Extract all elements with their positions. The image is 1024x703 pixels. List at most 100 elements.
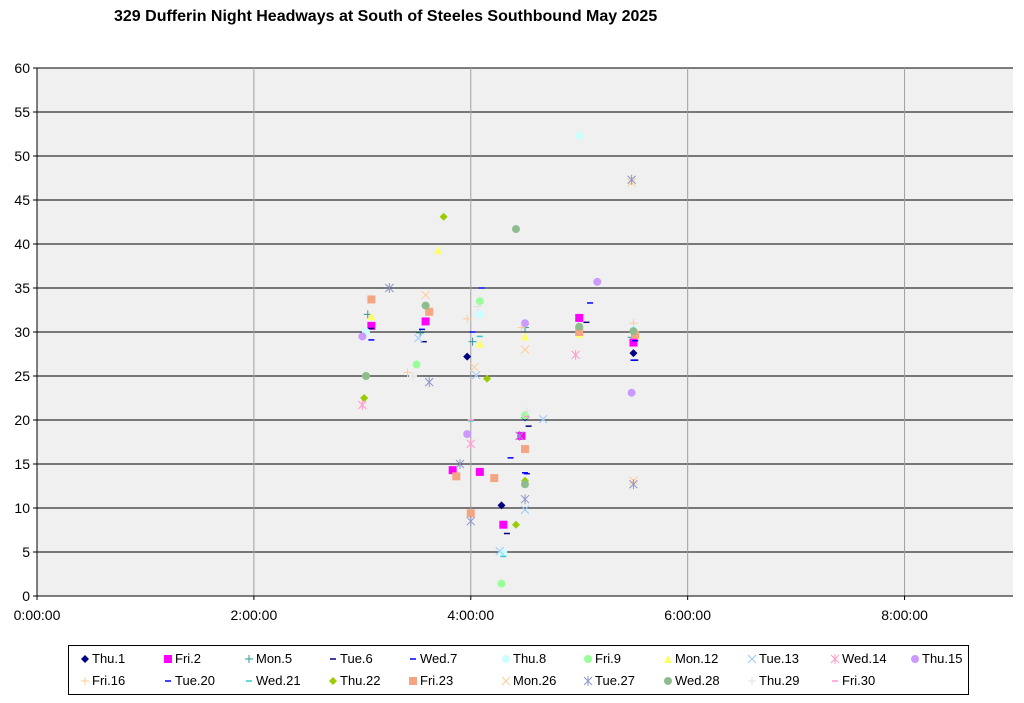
data-point (466, 516, 476, 527)
legend-label: Tue.20 (175, 673, 215, 688)
data-point (367, 321, 376, 330)
legend-label: Tue.13 (759, 651, 799, 666)
y-tick-label: 15 (14, 456, 30, 472)
legend-label: Tue.6 (340, 651, 373, 666)
data-point (497, 501, 506, 510)
y-tick-label: 0 (22, 588, 30, 604)
legend-marker-shape (81, 677, 89, 685)
legend-label: Thu.8 (513, 651, 547, 666)
legend-marker (832, 680, 838, 682)
data-point (521, 411, 529, 420)
legend-marker (748, 677, 756, 685)
data-point (497, 579, 506, 588)
data-point (629, 338, 638, 347)
legend-marker (502, 655, 510, 663)
data-point (439, 212, 448, 221)
data-points (357, 131, 642, 588)
legend-label: Fri.16 (92, 673, 126, 688)
data-point (360, 394, 369, 402)
legend-label: Wed.14 (842, 651, 887, 666)
data-point (475, 467, 484, 476)
legend-marker (409, 677, 417, 685)
legend-marker-shape (329, 677, 337, 685)
legend-marker-shape (81, 655, 89, 663)
data-point (466, 438, 476, 449)
data-point (421, 290, 430, 300)
data-point (521, 332, 529, 341)
legend-marker (81, 677, 89, 685)
series-tue-20 (368, 331, 637, 475)
data-point (575, 328, 584, 336)
data-point (412, 360, 421, 369)
data-point (499, 548, 508, 557)
data-point (483, 374, 492, 383)
data-point (421, 317, 430, 326)
series-wed-7 (418, 287, 639, 474)
data-point (517, 323, 526, 332)
legend-marker-shape (830, 654, 840, 664)
data-point (521, 480, 529, 489)
legend-marker (664, 677, 672, 685)
x-tick-label: 0:00:00 (14, 607, 61, 623)
legend-label: Mon.26 (513, 673, 557, 688)
data-point (520, 494, 530, 505)
data-point (521, 445, 529, 454)
legend-label: Thu.15 (922, 651, 963, 666)
data-point (367, 295, 376, 304)
data-point (414, 333, 423, 343)
x-tick-label: 6:00:00 (664, 607, 711, 623)
legend-marker-shape (747, 654, 757, 664)
series-fri-16 (403, 314, 638, 377)
data-point (629, 327, 638, 336)
data-point (575, 322, 584, 331)
legend-marker (164, 655, 172, 663)
legend-marker (329, 677, 337, 685)
data-point (434, 246, 443, 255)
legend-label: Fri.2 (175, 651, 201, 666)
legend-marker (245, 655, 253, 663)
data-point (515, 430, 524, 441)
data-point (575, 313, 584, 322)
data-point (357, 400, 367, 411)
legend-label: Mon.12 (675, 651, 719, 666)
data-point (521, 319, 529, 328)
legend: Thu.1 Fri.2 Mon.5 Tue.6 Wed.7 Thu.8 Fri.9 Mon.1… (68, 645, 969, 695)
data-point (466, 509, 475, 518)
data-point (593, 277, 602, 286)
series-thu-29 (408, 302, 531, 416)
legend-marker (330, 658, 336, 660)
legend-marker (584, 655, 592, 663)
legend-label: Wed.28 (675, 673, 720, 688)
data-point (367, 312, 376, 321)
data-point (520, 345, 530, 354)
y-tick-label: 30 (14, 324, 30, 340)
data-point (448, 466, 457, 475)
legend-marker-shape (584, 655, 592, 663)
data-point (463, 314, 472, 323)
data-point (475, 339, 484, 348)
legend-marker (81, 655, 89, 663)
data-point (385, 283, 394, 293)
data-point (470, 362, 479, 372)
legend-marker-shape (501, 676, 511, 686)
scatter-plot: 0 5 10 15 20 25 30 35 40 45 50 55 60 0:00:00 2:00:00 4:… (14, 60, 1013, 623)
data-point (517, 431, 526, 440)
legend-marker (165, 680, 171, 682)
legend-marker (501, 676, 511, 686)
series-wed-28 (361, 225, 638, 489)
legend-marker (664, 655, 672, 663)
legend-marker-shape (664, 677, 672, 685)
legend-marker-shape (409, 677, 417, 685)
data-point (629, 479, 638, 490)
legend-label: Fri.30 (842, 673, 876, 688)
series-wed-14 (357, 349, 580, 449)
data-point (463, 430, 472, 439)
legend-label: Mon.5 (256, 651, 293, 666)
legend-marker-shape (748, 677, 756, 685)
y-tick-label: 55 (14, 104, 30, 120)
y-tick-label: 25 (14, 368, 30, 384)
legend-marker-shape (664, 655, 672, 663)
legend-marker (246, 680, 252, 682)
data-point (416, 328, 425, 337)
legend-marker (747, 654, 757, 664)
